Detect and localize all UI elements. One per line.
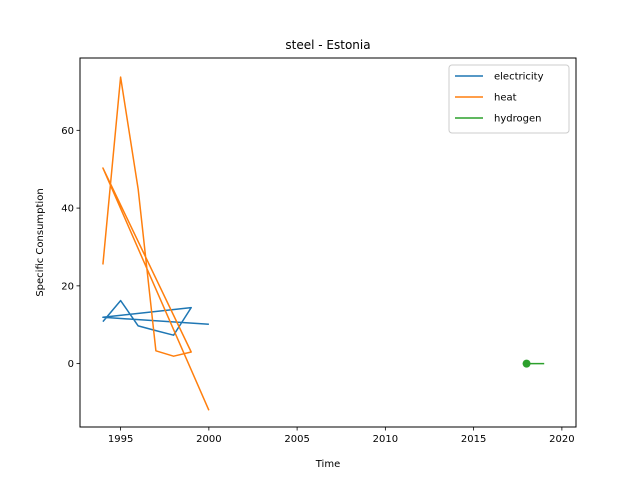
series-line-electricity — [102, 299, 209, 336]
legend-label-electricity: electricity — [494, 72, 544, 83]
series-point-hydrogen — [522, 359, 531, 368]
series-line-heat — [102, 76, 210, 411]
x-tick-label: 2000 — [196, 434, 221, 445]
y-tick-label: 40 — [61, 204, 74, 215]
legend-label-heat: heat — [494, 93, 517, 104]
x-tick-label: 2005 — [284, 434, 309, 445]
y-tick-label: 60 — [61, 126, 74, 137]
x-tick-label: 2010 — [373, 434, 398, 445]
plot-frame — [79, 57, 577, 428]
y-tick-label: 0 — [68, 359, 74, 370]
x-tick-label: 2020 — [549, 434, 574, 445]
x-tick-label: 2015 — [461, 434, 486, 445]
y-axis-label: Specific Consumption — [35, 188, 46, 296]
plot-area — [79, 57, 577, 428]
legend-box — [448, 64, 570, 134]
x-axis-label: Time — [315, 459, 340, 470]
y-axis: 0 20 40 60 — [61, 126, 80, 370]
series-layer — [102, 76, 545, 411]
chart-title: steel - Estonia — [285, 38, 370, 52]
legend-label-hydrogen: hydrogen — [494, 114, 541, 125]
x-axis: 1995 2000 2005 2010 2015 2020 — [108, 427, 575, 445]
x-tick-label: 1995 — [108, 434, 133, 445]
y-tick-label: 20 — [61, 281, 74, 292]
legend: electricity heat hydrogen — [448, 64, 570, 134]
